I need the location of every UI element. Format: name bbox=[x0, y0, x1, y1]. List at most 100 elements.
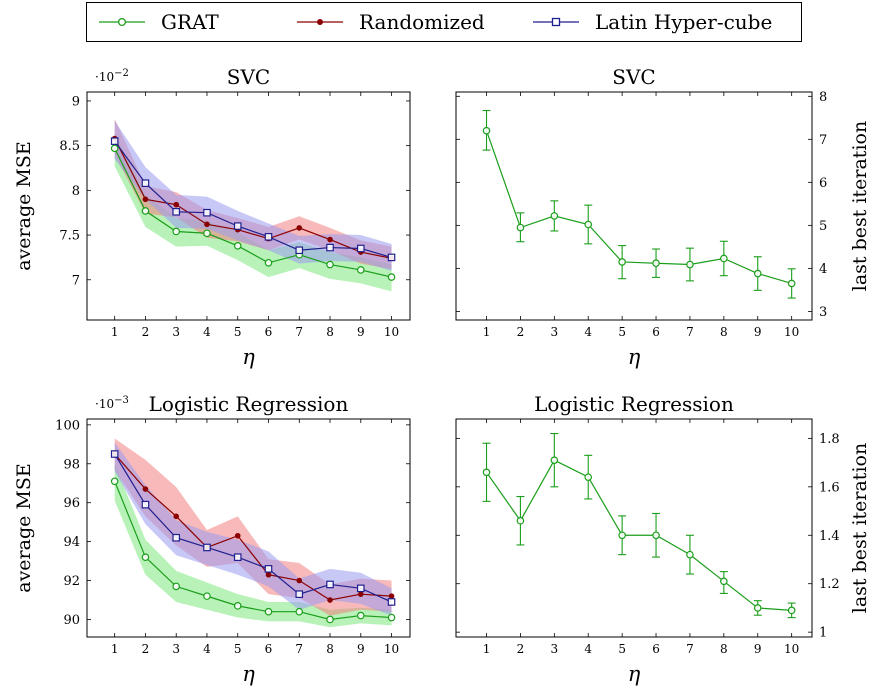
series-line-latin-hyper-cube bbox=[114, 453, 392, 603]
data-point bbox=[203, 592, 211, 600]
y-tick-label: 4 bbox=[819, 262, 827, 277]
data-point bbox=[204, 221, 210, 228]
x-axis-label: η bbox=[242, 662, 255, 686]
y-tick-label: 1.6 bbox=[819, 480, 840, 495]
data-point bbox=[686, 550, 694, 559]
panel-2: 1 2 3 4 5 6 7 8 9 10 3 4 5 6 7 8 SVC η last best iteration bbox=[455, 65, 871, 369]
y-tick-label: 8.5 bbox=[59, 139, 80, 154]
data-point bbox=[516, 516, 525, 525]
data-point bbox=[203, 208, 211, 217]
data-point bbox=[264, 565, 273, 573]
data-point bbox=[264, 233, 273, 241]
data-point bbox=[516, 223, 525, 232]
chart-title: Logistic Regression bbox=[149, 392, 349, 416]
data-point bbox=[753, 269, 762, 278]
x-tick-label: 2 bbox=[517, 325, 525, 339]
data-point bbox=[172, 208, 181, 216]
data-point bbox=[141, 207, 150, 215]
legend-entry-grat: GRAT bbox=[97, 3, 219, 41]
data-point bbox=[233, 241, 242, 250]
x-tick-label: 7 bbox=[686, 325, 694, 339]
data-point bbox=[234, 532, 241, 539]
data-point bbox=[295, 607, 304, 616]
x-tick-label: 2 bbox=[517, 642, 525, 656]
band-latin-hyper-cube bbox=[114, 442, 392, 616]
data-point bbox=[172, 227, 181, 236]
x-tick-label: 6 bbox=[652, 642, 660, 656]
x-tick-label: 3 bbox=[551, 642, 559, 656]
data-point bbox=[388, 593, 395, 599]
data-point bbox=[233, 553, 242, 561]
data-point bbox=[173, 201, 180, 208]
x-tick-label: 3 bbox=[172, 642, 180, 656]
data-point bbox=[550, 456, 559, 464]
data-point bbox=[296, 225, 303, 231]
legend: GRAT Randomized Latin Hyper-cube bbox=[86, 2, 802, 42]
data-point bbox=[326, 615, 334, 624]
y-tick-label: 94 bbox=[63, 535, 80, 550]
x-tick-label: 8 bbox=[326, 325, 334, 339]
data-point bbox=[584, 220, 593, 229]
data-point bbox=[326, 260, 334, 269]
x-tick-label: 8 bbox=[326, 642, 334, 656]
series-line-grat bbox=[485, 130, 792, 285]
data-point bbox=[652, 531, 660, 540]
plot-frame bbox=[86, 418, 411, 638]
legend-label-randomized: Randomized bbox=[359, 10, 485, 34]
data-point bbox=[327, 597, 333, 603]
y-tick-label: 8 bbox=[72, 184, 80, 199]
x-tick-label: 3 bbox=[551, 325, 559, 339]
panel-3: 1 2 3 4 5 6 7 8 9 10 90 92 94 96 98 100 Logistic Regress… bbox=[13, 392, 411, 686]
y-axis-label: last best iteration bbox=[849, 443, 871, 613]
data-point bbox=[356, 611, 365, 620]
y-tick-label: 1 bbox=[819, 626, 827, 641]
y-tick-label: 1.2 bbox=[819, 577, 840, 592]
data-point bbox=[356, 266, 365, 274]
x-tick-label: 6 bbox=[652, 325, 660, 339]
x-tick-label: 9 bbox=[754, 642, 762, 656]
y-tick-label: 3 bbox=[819, 305, 827, 320]
x-tick-label: 2 bbox=[142, 642, 150, 656]
x-tick-label: 3 bbox=[172, 325, 180, 339]
x-tick-label: 4 bbox=[203, 642, 211, 656]
data-point bbox=[356, 244, 365, 253]
data-point bbox=[357, 591, 364, 597]
x-tick-label: 8 bbox=[720, 642, 728, 656]
y-tick-label: 7.5 bbox=[59, 229, 80, 244]
x-tick-label: 5 bbox=[234, 325, 242, 339]
x-tick-label: 4 bbox=[584, 642, 592, 656]
x-tick-label: 8 bbox=[720, 325, 728, 339]
legend-swatch-randomized bbox=[297, 19, 343, 25]
band-randomized bbox=[114, 118, 392, 270]
data-point bbox=[110, 450, 119, 458]
data-point bbox=[787, 606, 796, 615]
x-tick-label: 9 bbox=[357, 325, 365, 339]
data-point bbox=[172, 582, 181, 591]
y-tick-label: 1.8 bbox=[819, 432, 840, 447]
x-tick-label: 1 bbox=[111, 325, 119, 339]
data-point bbox=[720, 577, 728, 586]
y-tick-label: 98 bbox=[63, 457, 80, 472]
axis-scale-note: ·10−2 bbox=[95, 68, 129, 84]
data-point bbox=[203, 543, 211, 552]
y-axis-label: average MSE bbox=[13, 463, 35, 593]
band-latin-hyper-cube bbox=[114, 120, 392, 271]
data-point bbox=[110, 477, 119, 486]
legend-label-grat: GRAT bbox=[161, 10, 219, 34]
x-tick-label: 7 bbox=[295, 642, 303, 656]
y-tick-label: 90 bbox=[63, 613, 80, 628]
data-point bbox=[295, 246, 304, 255]
x-tick-label: 4 bbox=[584, 325, 592, 339]
data-point bbox=[295, 590, 304, 598]
data-point bbox=[327, 236, 333, 243]
data-point bbox=[387, 613, 396, 622]
data-point bbox=[141, 500, 150, 509]
x-tick-label: 5 bbox=[618, 642, 626, 656]
data-point bbox=[141, 553, 150, 561]
y-tick-label: 1.4 bbox=[819, 529, 840, 544]
plot-frame bbox=[86, 91, 411, 321]
data-point bbox=[296, 577, 303, 584]
x-tick-label: 9 bbox=[357, 642, 365, 656]
data-point bbox=[141, 179, 150, 188]
